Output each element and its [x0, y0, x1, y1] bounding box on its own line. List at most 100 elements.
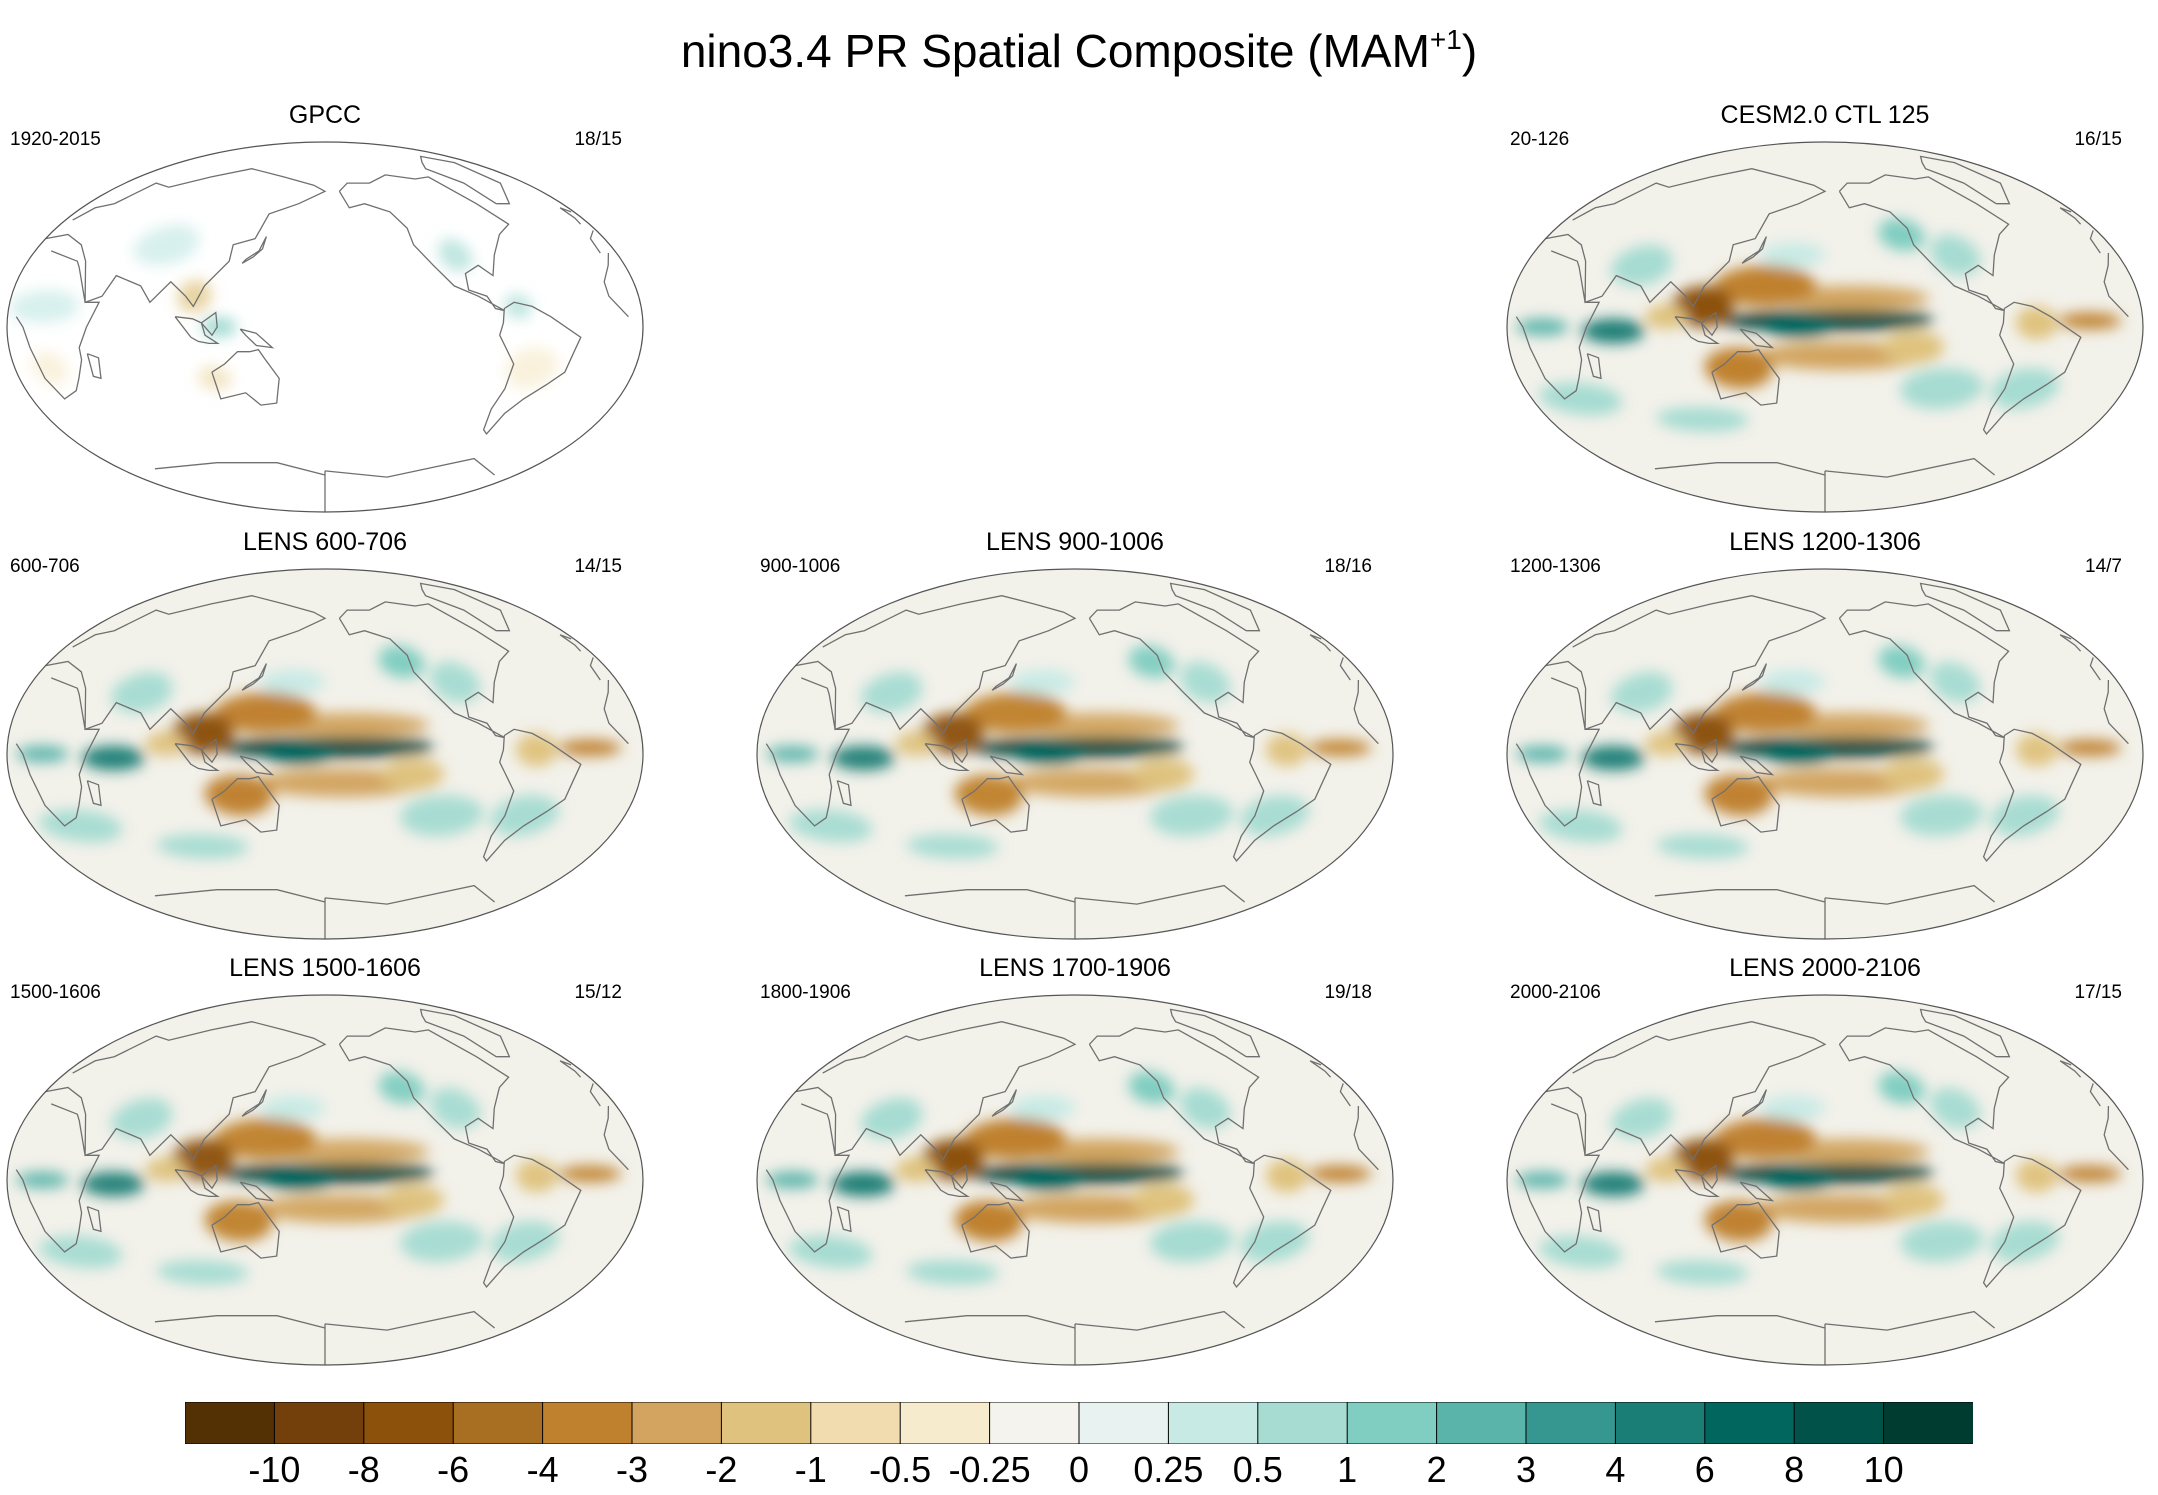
colorbar-tick-label: -8: [347, 1449, 380, 1490]
precip-anomaly-region: [1039, 1163, 1181, 1176]
map-border: [6, 994, 644, 1366]
panel-title: LENS 600-706: [242, 528, 407, 556]
coastline: [1654, 884, 1996, 939]
panel-range-label: 20-126: [1510, 129, 1570, 150]
coastline: [1586, 1206, 1602, 1233]
colorbar-tick-label: -3: [615, 1449, 649, 1490]
coastline: [15, 677, 629, 827]
coastline: [154, 1310, 496, 1365]
colorbar-tick-label: 3: [1515, 1449, 1537, 1490]
map-border: [1506, 141, 2144, 513]
precip-anomaly-region: [1013, 1169, 1084, 1191]
colorbar-tick-label: -10: [248, 1449, 301, 1490]
panel-count-label: 18/15: [574, 129, 622, 150]
coastline: [1700, 1164, 1718, 1190]
colorbar-swatch: [899, 1402, 991, 1444]
precip-anomaly-region: [1009, 1095, 1075, 1121]
precip-anomaly-region: [895, 731, 938, 757]
coastline: [174, 1169, 220, 1198]
precip-anomaly-region: [38, 809, 123, 843]
precip-anomaly-region: [9, 290, 80, 323]
precip-anomaly-region: [963, 692, 1067, 734]
world-map: [1506, 994, 2144, 1366]
precip-anomaly-region: [1900, 795, 1984, 837]
map-panel: LENS 2000-2106 2000-2106 17/15: [1500, 953, 2150, 1373]
precip-anomaly-region: [204, 1200, 274, 1242]
precip-anomaly-region: [1308, 1165, 1372, 1183]
coastline: [904, 884, 1246, 939]
coastline: [559, 634, 582, 652]
precip-anomaly-region: [1581, 745, 1645, 771]
precip-anomaly-region: [145, 731, 188, 757]
coastline: [989, 755, 1025, 776]
precip-anomaly-region: [1180, 661, 1231, 703]
coastline: [950, 738, 968, 764]
colorbar-swatch: [363, 1402, 455, 1444]
colorbar-tick-label: -0.25: [948, 1449, 1031, 1490]
coastline: [1309, 634, 1332, 652]
precip-anomaly-region: [381, 1184, 445, 1217]
panel-range-label: 1200-1306: [1510, 556, 1601, 577]
coastline: [1741, 236, 1768, 264]
coastline: [1674, 743, 1720, 772]
coastline: [2059, 1060, 2082, 1078]
colorbar-swatch: [452, 1402, 544, 1444]
precip-anomaly-region: [381, 758, 445, 791]
coastline: [961, 1201, 1030, 1259]
coastline: [924, 743, 970, 772]
precip-anomaly-region: [1656, 407, 1749, 432]
map-border: [6, 141, 644, 513]
coastline: [154, 457, 496, 512]
precip-anomaly-region: [1881, 331, 1945, 364]
precip-anomaly-region: [259, 669, 325, 695]
panel-title: CESM2.0 CTL 125: [1720, 101, 1930, 129]
coastline: [1654, 457, 1996, 512]
coastline: [1711, 348, 1780, 406]
panel-count-label: 17/15: [2074, 982, 2122, 1003]
precip-anomaly-region: [110, 671, 173, 713]
colorbar-swatch: [1257, 1402, 1349, 1444]
coastline: [1515, 1103, 2129, 1253]
precip-anomaly-region: [1930, 234, 1981, 276]
precip-anomaly-region: [1881, 1184, 1945, 1217]
precip-anomaly-region: [263, 743, 334, 765]
panel-count-label: 14/15: [574, 556, 622, 577]
colorbar-tick-label: -6: [437, 1449, 470, 1490]
precip-anomaly-region: [1645, 731, 1688, 757]
colorbar-swatch: [720, 1402, 812, 1444]
coastline: [1515, 677, 2129, 827]
precip-anomaly-region: [1713, 692, 1817, 734]
coastline: [338, 174, 510, 312]
colorbar-labels: -10 -8 -6 -4 -3 -2 -1 -0.5 -0.25 0 0.25 0.5 1 2 3 4 6 8 10: [0, 1448, 2158, 1494]
coastline: [1838, 174, 2010, 312]
coastline: [559, 1060, 582, 1078]
coastline: [836, 1206, 852, 1233]
coastline: [836, 780, 852, 807]
precip-anomaly-region: [963, 1118, 1067, 1160]
precip-anomaly-region: [765, 1171, 819, 1189]
coastline: [482, 1154, 582, 1288]
map-panel: LENS 1700-1906 1800-1906 19/18: [750, 953, 1400, 1373]
precip-anomaly-region: [289, 737, 431, 750]
precip-anomaly-region: [1900, 1221, 1984, 1263]
coastline: [174, 743, 220, 772]
map-background: [7, 142, 643, 512]
colorbar-swatch: [542, 1402, 634, 1444]
precip-anomaly-region: [505, 347, 559, 389]
world-map: [1506, 141, 2144, 513]
coastline: [904, 1310, 1246, 1365]
precip-anomaly-region: [860, 671, 923, 713]
coastline: [241, 236, 268, 264]
precip-anomaly-region: [263, 1169, 334, 1191]
coastline: [1739, 328, 1775, 349]
precip-anomaly-region: [765, 745, 819, 763]
colorbar-tick-label: -2: [705, 1449, 738, 1490]
precip-anomaly-region: [860, 1097, 923, 1139]
coastline: [795, 1021, 1351, 1161]
coastline: [1088, 1027, 1260, 1165]
coastline: [2059, 207, 2082, 225]
colorbar-tick-label: 8: [1784, 1449, 1805, 1490]
figure-title-text: nino3.4 PR Spatial Composite (MAM: [680, 25, 1430, 77]
precip-anomaly-region: [1610, 1097, 1673, 1139]
precip-anomaly-region: [1656, 834, 1749, 859]
